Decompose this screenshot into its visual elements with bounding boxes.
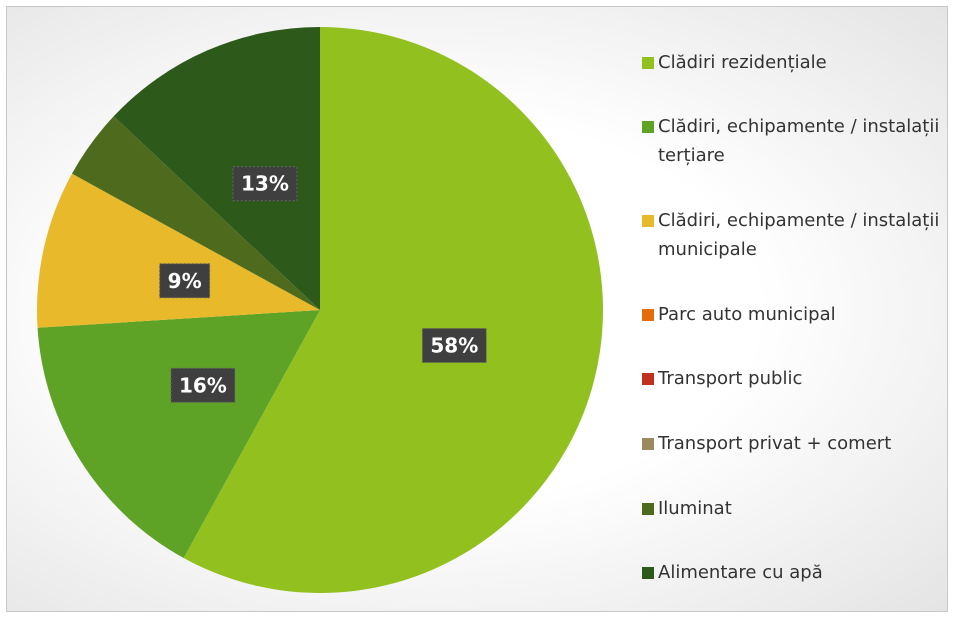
legend-swatch [642,121,654,134]
legend-item: Clădiri, echipamente / instalații munici… [642,206,947,264]
data-label: 13% [232,166,298,202]
data-label-text: 58% [430,333,478,357]
legend-item: Transport privat + comert [642,429,947,458]
data-label-box [159,263,211,299]
legend: Clădiri rezidențiale Clădiri, echipamente… [642,30,947,605]
data-label: 58% [421,327,487,363]
legend-swatch [642,308,654,321]
data-label-box [170,367,236,403]
data-label-box [232,166,298,202]
legend-label: Iluminat [658,497,732,519]
legend-label: Parc auto municipal [658,303,836,325]
data-label-text: 16% [179,373,227,397]
pie-slice [113,27,321,310]
legend-item: Clădiri rezidențiale [642,48,947,77]
pie-slice [183,27,603,593]
legend-label: Clădiri rezidențiale [658,51,827,73]
data-label: 9% [159,263,211,299]
data-label-text: 9% [168,269,202,293]
data-label-box [421,327,487,363]
legend-swatch [642,502,654,515]
legend-swatch [642,215,654,228]
legend-label: Transport public [658,368,803,390]
legend-label: Clădiri, echipamente / instalații munici… [658,210,940,261]
pie-slice [37,173,321,328]
legend-item: Alimentare cu apă [642,558,947,587]
legend-swatch [642,373,654,386]
legend-swatch [642,56,654,69]
legend-swatch [642,567,654,580]
legend-label: Clădiri, echipamente / instalații terția… [658,116,940,167]
pie-slice [72,116,320,311]
legend-item: Clădiri, echipamente / instalații terția… [642,112,947,170]
data-label: 16% [170,367,236,403]
legend-swatch [642,437,654,450]
legend-item: Transport public [642,364,947,393]
legend-item: Iluminat [642,494,947,523]
legend-label: Alimentare cu apă [658,562,823,584]
legend-label: Transport privat + comert [658,432,892,454]
data-label-text: 13% [241,172,289,196]
pie-slice [37,310,320,558]
legend-item: Parc auto municipal [642,300,947,329]
